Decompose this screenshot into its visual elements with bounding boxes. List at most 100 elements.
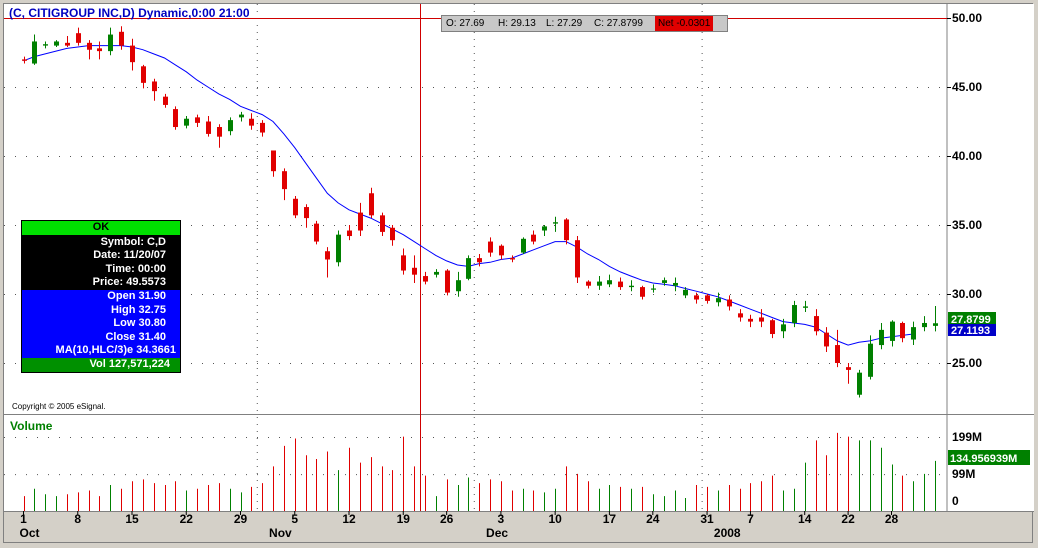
candle[interactable] [694,292,699,304]
ma-row: MA(10,HLC/3)e 34.3661 [22,344,180,358]
price-tick-label: 50.00 [952,11,982,25]
candle[interactable] [152,78,157,101]
candle[interactable] [97,41,102,60]
candle[interactable] [835,329,840,368]
candle[interactable] [249,113,254,130]
low-row: Low 30.80 [22,317,180,331]
candle[interactable] [108,27,113,56]
candle[interactable] [629,280,634,292]
time-tick-label: 24 [646,512,660,526]
candle[interactable] [759,309,764,328]
candle[interactable] [423,271,428,285]
candle[interactable] [846,363,851,384]
open-readout: O: 27.69 [446,18,485,29]
candle[interactable] [857,369,862,398]
ok-button[interactable]: OK [22,221,180,236]
volume-pane[interactable] [4,415,947,511]
candle[interactable] [727,295,732,311]
candle[interactable] [716,292,721,307]
candle[interactable] [868,335,873,380]
candle[interactable] [412,255,417,283]
month-label: Oct [20,526,40,540]
candle[interactable] [293,196,298,219]
candle[interactable] [43,41,48,49]
candle[interactable] [748,314,753,328]
candle[interactable] [510,255,515,263]
candle[interactable] [531,230,536,245]
candle[interactable] [738,309,743,322]
candle[interactable] [683,287,688,299]
candle[interactable] [380,212,385,237]
candle[interactable] [575,236,580,283]
candle[interactable] [618,277,623,290]
candle[interactable] [173,106,178,130]
time-row: Time: 00:00 [22,262,180,277]
candle[interactable] [445,269,450,296]
candle[interactable] [32,34,37,65]
candle[interactable] [933,306,938,332]
candle[interactable] [607,274,612,288]
candle[interactable] [911,321,916,346]
candle[interactable] [369,187,374,219]
candle[interactable] [239,111,244,122]
candle[interactable] [347,225,352,241]
candle[interactable] [662,277,667,286]
candle[interactable] [488,237,493,257]
candle[interactable] [477,253,482,267]
candle[interactable] [542,225,547,237]
candle[interactable] [705,294,710,304]
candle[interactable] [499,244,504,260]
candle[interactable] [325,247,330,278]
candle[interactable] [195,114,200,128]
candle[interactable] [271,150,276,177]
candle[interactable] [22,56,27,64]
candle[interactable] [521,237,526,254]
candle[interactable] [770,318,775,339]
candle[interactable] [336,230,341,267]
candle[interactable] [564,218,569,245]
ohlc-readout: O: 27.69 H: 29.13 L: 27.29 C: 27.8799 Ne… [441,15,728,32]
candle[interactable] [206,115,211,137]
candle[interactable] [900,321,905,343]
candle[interactable] [228,117,233,136]
last-price-label: 27.8799 [948,312,996,326]
data-window-panel[interactable]: OK Symbol: C,D Date: 11/20/07 Time: 00:0… [21,220,181,373]
candle[interactable] [130,38,135,71]
candle[interactable] [314,220,319,245]
candle[interactable] [217,124,222,148]
candle[interactable] [304,204,309,228]
candle[interactable] [890,320,895,347]
candle[interactable] [87,40,92,60]
candle[interactable] [553,216,558,232]
candle[interactable] [65,35,70,47]
candle[interactable] [597,276,602,290]
candle[interactable] [824,327,829,352]
candle[interactable] [260,120,265,137]
candle[interactable] [358,202,363,237]
candle[interactable] [76,27,81,46]
candle[interactable] [54,40,59,47]
candle[interactable] [141,64,146,89]
candles [22,26,938,398]
candle[interactable] [640,285,645,300]
candle[interactable] [814,309,819,336]
candle[interactable] [922,316,927,332]
candle[interactable] [651,284,656,293]
candle[interactable] [282,168,287,201]
candle[interactable] [163,93,168,108]
candle[interactable] [119,26,124,50]
candle[interactable] [434,269,439,278]
candle[interactable] [781,318,786,339]
candle[interactable] [792,300,797,328]
candle[interactable] [803,300,808,312]
candle[interactable] [390,225,395,246]
candle[interactable] [401,248,406,275]
candle[interactable] [466,255,471,281]
time-tick-label: 12 [342,512,356,526]
candle[interactable] [184,115,189,129]
candle[interactable] [879,322,884,350]
time-tick-label: 28 [885,512,899,526]
candle[interactable] [673,277,678,292]
candle[interactable] [456,271,461,297]
candle[interactable] [586,280,591,289]
